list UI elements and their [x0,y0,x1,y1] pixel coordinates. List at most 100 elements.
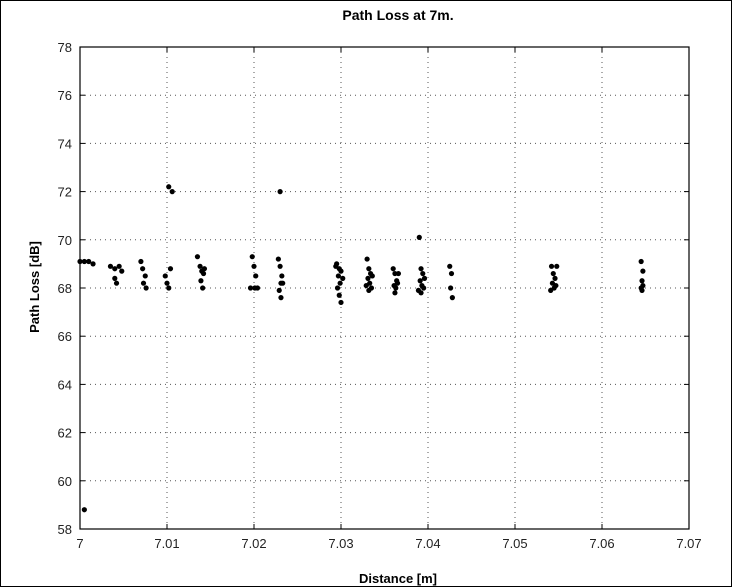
data-point [638,258,644,265]
data-point [554,263,560,269]
data-point [280,280,286,286]
y-tick-label: 76 [58,88,72,103]
data-point [369,273,375,279]
data-point [138,258,144,265]
data-point [81,507,87,513]
data-point [640,268,646,274]
y-axis-label: Path Loss [dB] [27,241,42,333]
data-point [448,270,455,277]
x-axis-label: Distance [m] [359,571,437,586]
data-point [448,285,454,291]
data-point [417,278,423,284]
data-point [277,263,283,269]
data-point [276,287,282,294]
x-tick-label: 7.04 [415,536,440,551]
data-point [86,258,92,265]
data-point [395,270,402,277]
data-point [275,256,281,262]
data-point [140,266,146,272]
data-point [166,285,172,291]
data-point [167,266,174,272]
x-tick-label: 7.07 [676,536,701,551]
data-point [112,275,118,281]
x-tick-labels: 7 7.01 7.02 7.03 7.04 7.05 7.06 7.07 [76,536,701,551]
y-tick-label: 64 [58,377,72,392]
data-point [394,280,401,286]
y-tick-label: 62 [58,426,72,441]
data-point [119,268,125,274]
chart-title: Path Loss at 7m. [342,7,453,23]
y-tick-labels: 58 60 62 64 66 68 70 72 74 76 78 [58,40,72,537]
data-point [142,273,148,279]
data-point [90,261,96,267]
x-tick-label: 7.06 [589,536,614,551]
data-point [197,263,203,269]
data-point [164,280,170,286]
data-point [194,254,201,260]
data-point [279,273,285,279]
data-point [169,189,175,195]
data-point [420,270,426,277]
data-point [251,263,257,269]
y-tick-label: 70 [58,233,72,248]
data-points [77,184,646,513]
y-tick-label: 68 [58,281,72,296]
data-point [333,263,339,269]
data-point [421,275,428,281]
data-point [162,273,168,279]
data-point [277,189,283,195]
data-point [113,280,120,286]
data-point [253,273,259,279]
data-point [393,285,399,291]
data-point [447,263,453,269]
x-tick-label: 7.01 [154,536,179,551]
data-point [418,290,424,296]
data-point [198,278,204,284]
y-tick-label: 72 [58,185,72,200]
data-point [366,287,372,294]
data-point [639,278,645,284]
data-point [550,270,556,277]
data-point [449,295,455,301]
data-point [639,287,645,294]
data-point [335,273,341,279]
data-point [338,299,344,306]
data-point [278,295,284,301]
data-point [364,256,370,262]
data-point [392,290,398,296]
data-point [247,285,254,291]
data-point [112,266,118,272]
data-point [200,285,206,291]
y-tick-label: 74 [58,136,72,151]
data-point [340,275,346,281]
data-point [107,263,114,269]
data-point [548,287,554,294]
data-point [366,266,372,272]
data-point [553,282,559,289]
data-point [421,285,427,291]
data-point [81,258,87,265]
data-point [254,285,261,291]
data-point [336,292,342,298]
data-point [201,266,208,272]
y-tick-label: 60 [58,474,72,489]
data-point [140,280,147,286]
data-point [363,282,369,289]
x-tick-label: 7.02 [241,536,266,551]
data-point [640,282,646,289]
y-tick-label: 58 [58,522,72,537]
y-tick-label: 66 [58,329,72,344]
grid-lines [80,47,689,529]
data-point [200,270,207,277]
data-point [143,285,149,291]
data-point [166,184,172,190]
data-point [548,263,555,269]
y-tick-label: 78 [58,40,72,55]
data-point [416,234,422,240]
data-point [365,275,371,281]
x-tick-label: 7.05 [502,536,527,551]
x-tick-label: 7.03 [328,536,353,551]
plot-area-border [79,46,690,530]
data-point [334,285,341,291]
